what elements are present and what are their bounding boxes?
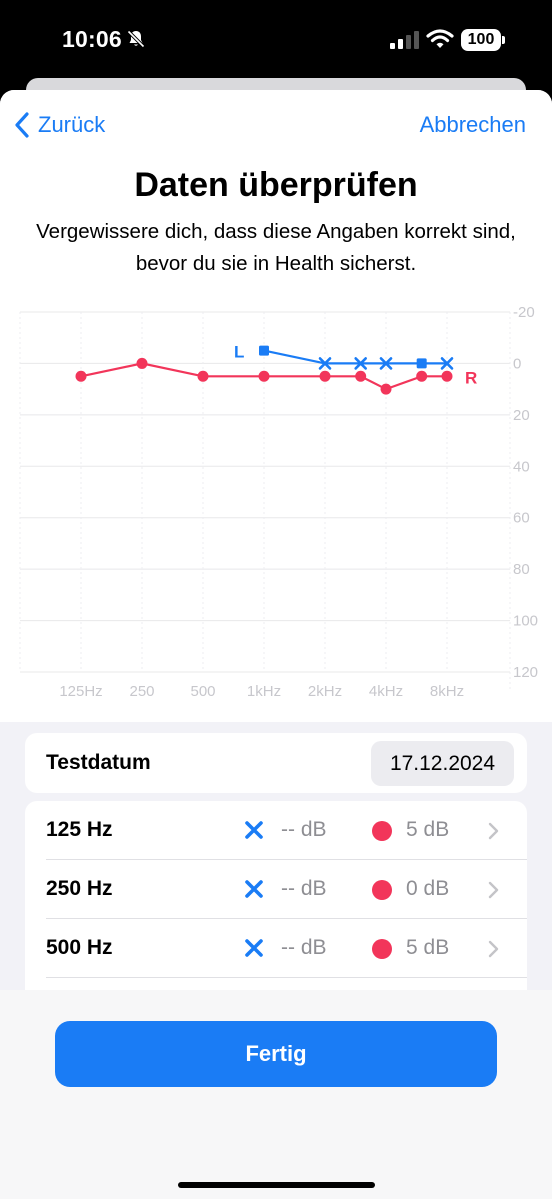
y-tick-label: 100 (513, 613, 538, 630)
data-point-L (354, 357, 367, 370)
data-point-R (416, 370, 428, 382)
data-point-R (355, 370, 367, 382)
data-point-R (75, 370, 87, 382)
y-tick-label: -20 (513, 304, 535, 321)
x-tick-label: 2kHz (308, 683, 342, 700)
chevron-left-icon (15, 112, 29, 138)
test-date-card: Testdatum 17.12.2024 (25, 733, 527, 793)
frequency-row[interactable]: 500 Hz -- dB 5 dB (25, 919, 527, 978)
frequency-label: 125 Hz (46, 818, 113, 841)
test-date-label: Testdatum (46, 751, 151, 774)
chevron-right-icon (488, 822, 499, 840)
chevron-right-icon (488, 881, 499, 899)
page-title: Daten überprüfen (134, 166, 418, 204)
right-ear-dot-icon (372, 939, 392, 959)
data-point-R (136, 357, 148, 369)
battery-tip (502, 36, 505, 44)
frequency-label: 250 Hz (46, 877, 113, 900)
audiogram-chart: -20 0 20 40 60 80 100 120 125Hz 250 500 1kHz 2kHz 4kH… (19, 304, 538, 700)
status-time: 10:06 (62, 26, 122, 52)
sheet-header-area: Zurück Abbrechen Daten überprüfen Vergew… (0, 90, 552, 722)
page-subtitle: Vergewissere dich, dass diese Angaben ko… (36, 220, 516, 275)
x-tick-label: 250 (129, 683, 154, 700)
frequency-row[interactable]: 125 Hz -- dB 5 dB (25, 801, 527, 860)
status-bar: 10:06 100 (0, 0, 552, 80)
data-point-R (441, 370, 453, 382)
x-tick-label: 500 (190, 683, 215, 700)
left-ear-x-icon (245, 880, 263, 898)
row-divider (46, 859, 527, 860)
data-point-R (380, 383, 392, 395)
right-ear-dot-icon (372, 821, 392, 841)
back-button[interactable]: Zurück (14, 110, 105, 140)
row-divider (46, 918, 527, 919)
x-tick-label: 125Hz (59, 683, 102, 700)
left-ear-x-icon (245, 939, 263, 957)
y-tick-label: 120 (513, 664, 538, 681)
back-button-label: Zurück (38, 112, 106, 137)
frequency-row[interactable]: 250 Hz -- dB 0 dB (25, 860, 527, 919)
footer: Fertig (0, 990, 552, 1199)
wifi-icon (426, 28, 454, 55)
cellular-signal-icon (390, 30, 420, 55)
series-label-R: R (465, 368, 477, 387)
battery-indicator: 100 (461, 29, 501, 51)
bell-slash-icon (126, 29, 146, 54)
right-ear-value: 0 dB (406, 877, 450, 900)
data-point-L (416, 358, 427, 369)
left-ear-value: -- dB (281, 877, 327, 900)
chevron-right-icon (488, 940, 499, 958)
home-indicator (178, 1182, 375, 1188)
left-ear-value: -- dB (281, 936, 327, 959)
frequency-list: 125 Hz -- dB 5 dB 250 Hz -- dB 0 dB 500 … (25, 801, 527, 1021)
data-point-L (379, 357, 393, 370)
x-tick-label: 1kHz (247, 683, 281, 700)
series-label-L: L (234, 343, 244, 362)
data-point-R (319, 370, 331, 382)
right-ear-value: 5 dB (406, 818, 450, 841)
row-divider (46, 977, 527, 978)
data-point-R (258, 370, 270, 382)
x-tick-label: 8kHz (430, 683, 464, 700)
y-tick-label: 20 (513, 407, 530, 424)
x-tick-label: 4kHz (369, 683, 403, 700)
cancel-button[interactable]: Abbrechen (419, 112, 526, 137)
left-ear-x-icon (245, 821, 263, 839)
data-point-R (197, 370, 209, 382)
data-point-L (259, 345, 269, 356)
left-ear-value: -- dB (281, 818, 327, 841)
right-ear-dot-icon (372, 880, 392, 900)
y-tick-label: 60 (513, 510, 530, 527)
review-sheet: Zurück Abbrechen Daten überprüfen Vergew… (0, 90, 552, 1199)
y-tick-label: 40 (513, 458, 530, 475)
frequency-label: 500 Hz (46, 936, 113, 959)
done-button[interactable]: Fertig (55, 1021, 497, 1087)
data-point-L (440, 357, 454, 370)
y-tick-label: 80 (513, 561, 530, 578)
right-ear-value: 5 dB (406, 936, 450, 959)
test-date-picker[interactable]: 17.12.2024 (371, 741, 514, 786)
y-tick-label: 0 (513, 355, 521, 372)
data-point-L (318, 357, 332, 370)
